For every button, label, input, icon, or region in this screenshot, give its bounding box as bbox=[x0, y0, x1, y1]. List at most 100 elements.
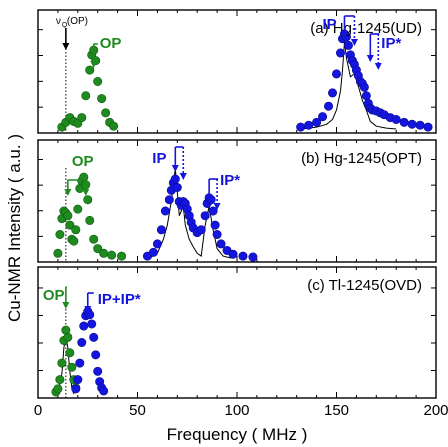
ip-point bbox=[94, 367, 102, 375]
op-point bbox=[68, 363, 76, 371]
ip-point bbox=[211, 221, 219, 229]
ip-point bbox=[416, 121, 424, 129]
op-point bbox=[82, 92, 90, 100]
op-point bbox=[97, 94, 105, 102]
y-axis-label: Cu-NMR Intensity ( a.u. ) bbox=[5, 134, 24, 322]
panel-a: (a) Hg-1245(UD) ν Q (OP) OP IP IP* bbox=[38, 10, 436, 133]
ip-series bbox=[296, 30, 432, 132]
op-point bbox=[109, 122, 117, 130]
panel-title: (c) Tl-1245(OVD) bbox=[307, 277, 422, 294]
ip-point bbox=[324, 102, 332, 110]
ip-point bbox=[201, 212, 209, 220]
ip-point bbox=[229, 250, 237, 258]
op-point bbox=[90, 235, 98, 243]
ipstar-label: IP* bbox=[220, 172, 240, 189]
ip-point bbox=[197, 226, 205, 234]
ip-point bbox=[360, 83, 368, 91]
op-series bbox=[58, 46, 118, 131]
x-tick-label: 100 bbox=[224, 402, 249, 419]
op-point bbox=[64, 212, 72, 220]
ip-series bbox=[72, 307, 108, 395]
x-tick-label: 50 bbox=[129, 402, 146, 419]
op-point bbox=[94, 77, 102, 85]
op-point bbox=[64, 333, 72, 341]
x-axis-label: Frequency ( MHz ) bbox=[167, 425, 308, 444]
op-arrow-2-head bbox=[82, 189, 89, 196]
vq-label: ν bbox=[56, 16, 61, 27]
x-tick-label: 0 bbox=[34, 402, 42, 419]
ip-point bbox=[90, 333, 98, 341]
ip-point bbox=[173, 183, 181, 191]
op-point bbox=[86, 66, 94, 74]
op-point bbox=[74, 205, 82, 213]
op-point bbox=[70, 237, 78, 245]
ip-point bbox=[157, 226, 165, 234]
ip-point bbox=[328, 89, 336, 97]
op-point bbox=[54, 249, 62, 257]
op-point bbox=[66, 349, 74, 357]
ip-point bbox=[424, 123, 432, 131]
x-tick-label: 200 bbox=[423, 402, 448, 419]
ipstar-arrow-dashed-head bbox=[375, 63, 382, 70]
ip-point bbox=[92, 351, 100, 359]
vq-suffix: (OP) bbox=[67, 16, 88, 27]
x-tick-label: 150 bbox=[324, 402, 349, 419]
op-point bbox=[56, 230, 64, 238]
ip-point bbox=[318, 112, 326, 120]
ip-point bbox=[209, 207, 217, 215]
ip-point bbox=[296, 123, 304, 131]
ip-arrow-head bbox=[172, 165, 179, 172]
ip-point bbox=[99, 387, 107, 395]
ipip-label: IP+IP* bbox=[98, 291, 141, 308]
op-point bbox=[101, 109, 109, 117]
op-label: OP bbox=[43, 287, 65, 304]
ip-point bbox=[336, 49, 344, 57]
op-point bbox=[84, 196, 92, 204]
panel-c: (c) Tl-1245(OVD) OP IP+IP* bbox=[38, 267, 436, 398]
ip-point bbox=[165, 196, 173, 204]
op-point bbox=[56, 375, 64, 383]
ip-point bbox=[408, 120, 416, 128]
ip-point bbox=[332, 70, 340, 78]
op-label: OP bbox=[72, 153, 94, 170]
ip-point bbox=[161, 207, 169, 215]
ip-point bbox=[344, 41, 352, 49]
op-series bbox=[54, 173, 126, 260]
ip-point bbox=[304, 121, 312, 129]
ip-point bbox=[239, 252, 247, 260]
ip-point bbox=[72, 385, 80, 393]
vq-arrow-head bbox=[62, 43, 69, 50]
x-tick-labels: 0 50 100 150 200 bbox=[34, 402, 448, 419]
op-point bbox=[99, 249, 107, 257]
ip-point bbox=[392, 115, 400, 123]
ipstar-label: IP* bbox=[381, 35, 401, 52]
ip-point bbox=[171, 175, 179, 183]
ip-point bbox=[400, 118, 408, 126]
ip-point bbox=[217, 240, 225, 248]
op-label: OP bbox=[100, 35, 122, 52]
op-point bbox=[58, 359, 66, 367]
op-point bbox=[117, 252, 125, 260]
op-arrow-head bbox=[62, 302, 69, 309]
op-point bbox=[107, 251, 115, 259]
ip-point bbox=[88, 320, 96, 328]
ip-point bbox=[249, 253, 257, 261]
ip-label: IP bbox=[322, 16, 336, 33]
op-point bbox=[86, 216, 94, 224]
ipstar-arrow-head bbox=[367, 55, 374, 62]
panel-title: (b) Hg-1245(OPT) bbox=[301, 150, 422, 167]
op-point bbox=[54, 385, 62, 393]
ip-point bbox=[213, 230, 221, 238]
ip-point bbox=[74, 375, 82, 383]
op-point bbox=[72, 226, 80, 234]
ip-point bbox=[153, 240, 161, 248]
ip-point bbox=[362, 92, 370, 100]
op-point bbox=[78, 113, 86, 121]
ip-point bbox=[149, 248, 157, 256]
ip-point bbox=[78, 338, 86, 346]
ip-arrow-dashed-head bbox=[180, 173, 187, 180]
panel-b: (b) Hg-1245(OPT) OP IP IP* bbox=[38, 140, 436, 262]
ip-point bbox=[80, 322, 88, 330]
